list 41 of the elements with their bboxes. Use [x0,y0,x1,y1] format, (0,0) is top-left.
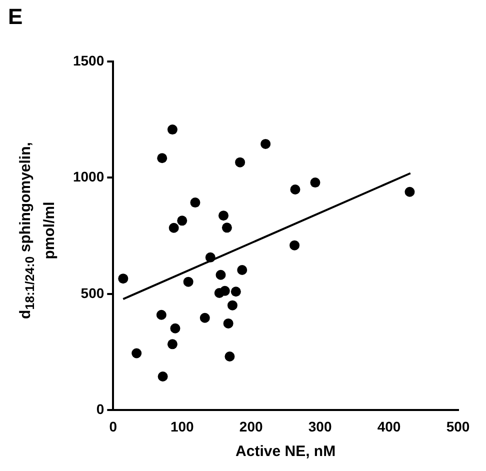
x-tick-label: 0 [109,418,118,434]
point [310,178,320,188]
point [223,318,234,328]
point [132,348,142,358]
point [222,222,232,233]
point [156,310,166,320]
point [235,157,246,168]
point [190,198,200,208]
point [260,138,271,149]
x-tick-label: 300 [308,418,332,434]
point [167,124,178,135]
point [177,216,188,226]
y-tick-label: 1000 [72,168,104,185]
point [237,264,248,275]
x-tick-label: 400 [377,418,401,434]
point [218,210,228,221]
y-tick-label: 0 [96,401,104,418]
x-tick-label: 100 [170,418,194,434]
point [404,186,415,197]
point [216,270,226,280]
point [157,153,168,164]
point [290,240,300,250]
y-tick-label: 1500 [72,52,104,68]
point [230,286,241,297]
x-tick-label: 500 [446,418,470,434]
point [158,371,168,382]
point [227,300,238,310]
x-tick-label: 200 [239,418,263,434]
point [170,323,180,334]
point [200,312,210,323]
point [167,339,178,350]
point [168,222,179,233]
point [183,276,194,287]
point [290,184,300,195]
point [220,286,230,296]
point [224,351,235,362]
point [205,252,216,262]
x-axis-title: Active NE, nM [236,443,336,460]
point [118,274,128,284]
text: E [8,4,23,30]
y-tick-label: 500 [80,284,104,301]
